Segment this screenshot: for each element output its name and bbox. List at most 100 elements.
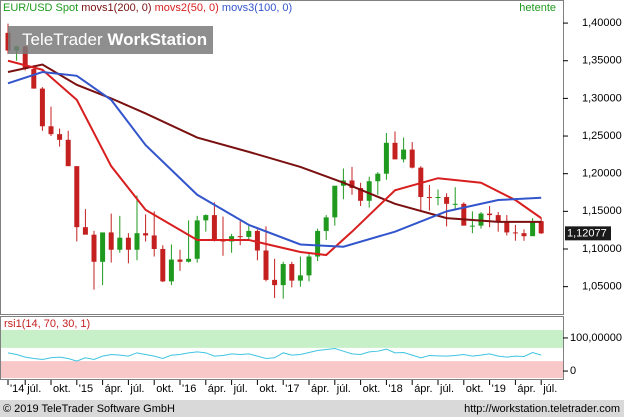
- candle-body: [203, 215, 209, 221]
- candle-body: [151, 235, 157, 249]
- y-tick-label: 1,05000: [582, 281, 622, 293]
- candle-body: [22, 46, 28, 70]
- candle-body: [375, 173, 381, 182]
- x-tick-label: júl.: [233, 383, 248, 395]
- candle-body: [469, 225, 475, 227]
- x-tick-label: okt.: [53, 383, 71, 395]
- candle-body: [409, 149, 415, 168]
- x-tick-label: '18: [388, 383, 402, 395]
- candle-body: [65, 139, 71, 167]
- candle-body: [297, 275, 303, 281]
- x-tick-label: '16: [182, 383, 196, 395]
- candle-body: [125, 237, 131, 250]
- candle-body: [82, 227, 88, 235]
- moving-average: [7, 59, 542, 257]
- candle-body: [108, 232, 114, 250]
- interval: hetente: [519, 2, 556, 14]
- candle-body: [478, 213, 484, 226]
- legend-entry: movs2(50, 0): [155, 2, 219, 14]
- watermark: TeleTrader WorkStation: [22, 30, 207, 49]
- candle-body: [358, 187, 364, 201]
- candle-body: [39, 88, 45, 127]
- candle-body: [177, 259, 183, 262]
- moving-average: [7, 63, 542, 223]
- y-tick-label: 1,20000: [582, 168, 622, 180]
- candle-body: [401, 149, 407, 160]
- candle-body: [31, 69, 37, 89]
- x-tick-label: júl.: [439, 383, 454, 395]
- rsi-title: rsi1(14, 70, 30, 1): [4, 318, 90, 330]
- candle-body: [186, 258, 192, 262]
- candle-body: [332, 185, 338, 218]
- candle-body: [254, 230, 260, 251]
- candle-body: [452, 203, 458, 205]
- footer-bar: [0, 400, 624, 417]
- candle-body: [495, 215, 501, 222]
- x-tick-label: okt.: [156, 383, 174, 395]
- candle-body: [426, 197, 432, 199]
- x-tick-label: '17: [285, 383, 299, 395]
- candle-body: [168, 259, 174, 282]
- x-tick-label: '14: [10, 383, 24, 395]
- candle-body: [289, 264, 295, 281]
- watermark-product: WorkStation: [107, 30, 207, 49]
- candle-body: [229, 236, 235, 242]
- candle-body: [100, 232, 106, 262]
- candle-body: [366, 181, 372, 201]
- x-tick-label: júl.: [542, 383, 557, 395]
- y-tick-label: 1,35000: [582, 55, 622, 67]
- footer-url: http://workstation.teletrader.com: [464, 403, 620, 415]
- candle-body: [315, 230, 321, 257]
- y-tick-label: 1,10000: [582, 243, 622, 255]
- candle-body: [57, 134, 63, 140]
- copyright: © 2019 TeleTrader Software GmbH: [3, 403, 175, 415]
- candle-body: [272, 279, 278, 286]
- candle-body: [306, 256, 312, 276]
- candle-body: [143, 233, 149, 236]
- y-tick-label: 1,30000: [582, 92, 622, 104]
- candle-body: [392, 142, 398, 160]
- candle-body: [538, 221, 544, 234]
- candle-body: [211, 215, 217, 240]
- x-tick-label: júl.: [336, 383, 351, 395]
- candle-body: [521, 233, 527, 237]
- candle-body: [383, 142, 389, 174]
- y-tick-label: 1,40000: [582, 17, 622, 29]
- rsi-lower-band: [1, 361, 563, 378]
- x-tick-label: ápr.: [311, 383, 329, 395]
- rsi-tick-label: 100,00000: [570, 332, 622, 344]
- candle-body: [117, 237, 123, 250]
- legend-entry: movs1(200, 0): [81, 2, 151, 14]
- candle-body: [134, 233, 140, 250]
- last-price-box: [565, 226, 611, 241]
- candle-body: [461, 203, 467, 226]
- candle-body: [530, 221, 536, 237]
- legend-entry: movs3(100, 0): [222, 2, 292, 14]
- candle-body: [246, 230, 252, 237]
- candle-body: [323, 217, 329, 231]
- candle-body: [263, 250, 269, 280]
- candle-body: [237, 236, 243, 238]
- candle-body: [91, 234, 97, 262]
- candle-body: [280, 264, 286, 286]
- candle-body: [160, 248, 166, 282]
- x-tick-label: ápr.: [208, 383, 226, 395]
- x-tick-label: okt.: [363, 383, 381, 395]
- x-tick-label: '19: [492, 383, 506, 395]
- candle-body: [48, 126, 54, 135]
- x-tick-label: ápr.: [105, 383, 123, 395]
- y-tick-label: 1,15000: [582, 205, 622, 217]
- candle-body: [512, 232, 518, 234]
- legend: EUR/USD Spot movs1(200, 0) movs2(50, 0) …: [3, 2, 292, 14]
- watermark-box: [8, 26, 213, 54]
- x-tick-label: ápr.: [517, 383, 535, 395]
- x-tick-label: júl.: [129, 383, 144, 395]
- x-tick-label: okt.: [466, 383, 484, 395]
- candle-body: [349, 180, 355, 188]
- x-tick-label: okt.: [259, 383, 277, 395]
- candle-body: [504, 221, 510, 233]
- x-tick-label: ápr.: [414, 383, 432, 395]
- watermark-brand: TeleTrader: [22, 30, 103, 49]
